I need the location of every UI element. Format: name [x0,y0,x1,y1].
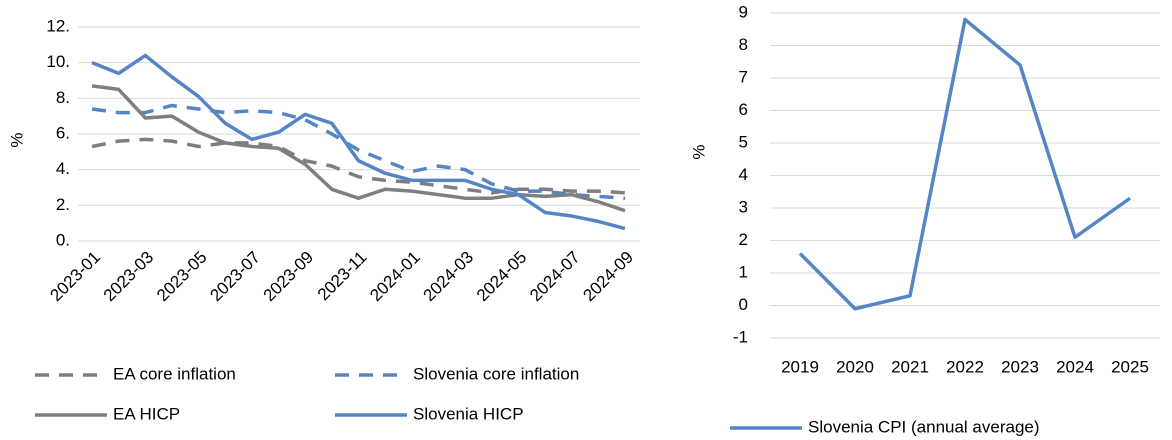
x-tick-label: 2022 [946,357,984,376]
y-tick-label: 1 [739,262,748,281]
x-tick-label: 2024-09 [579,248,637,306]
x-tick-label: 2023-09 [260,248,318,306]
y-tick-label: 10. [46,52,70,71]
y-tick-label: 6 [739,100,748,119]
series-line [91,137,626,195]
y-tick-label: 4. [56,159,70,178]
legend-label: Slovenia CPI (annual average) [808,417,1040,436]
x-tick-label: 2024-05 [473,248,531,306]
x-tick-label: 2024-07 [526,248,584,306]
y-tick-label: 0 [739,295,748,314]
y-tick-label: 4 [739,165,748,184]
y-tick-label: 2. [56,195,70,214]
series-line [91,53,626,231]
y-tick-label: -1 [733,327,748,346]
y-tick-label: 7 [739,67,748,86]
legend-label: EA HICP [113,404,180,423]
y-tick-label: 12. [46,16,70,35]
y-tick-label: 3 [739,197,748,216]
legend-label: EA core inflation [113,364,236,383]
y-axis-label: % [689,144,708,159]
x-tick-label: 2024 [1056,357,1094,376]
y-axis-label: % [7,132,26,147]
x-tick-label: 2019 [781,357,819,376]
x-tick-label: 2021 [891,357,929,376]
y-tick-label: 5 [739,132,748,151]
y-tick-label: 8. [56,88,70,107]
x-tick-label: 2023-03 [100,248,158,306]
legend-label: Slovenia HICP [413,404,524,423]
x-tick-label: 2023-07 [206,248,264,306]
y-tick-label: 8 [739,35,748,54]
x-tick-label: 2023 [1001,357,1039,376]
series-line [91,84,626,213]
series-line [798,17,1132,311]
x-tick-label: 2024-01 [366,248,424,306]
legend-label: Slovenia core inflation [413,364,579,383]
series-line [91,103,626,200]
x-tick-label: 2023-01 [46,248,104,306]
x-tick-label: 2020 [836,357,874,376]
y-tick-label: 9 [739,2,748,21]
x-tick-label: 2023-11 [314,248,371,305]
x-tick-label: 2023-05 [153,248,211,306]
y-tick-label: 2 [739,230,748,249]
x-tick-label: 2024-03 [420,248,478,306]
x-tick-label: 2025 [1111,357,1149,376]
y-tick-label: 6. [56,123,70,142]
y-tick-label: 0. [56,230,70,249]
